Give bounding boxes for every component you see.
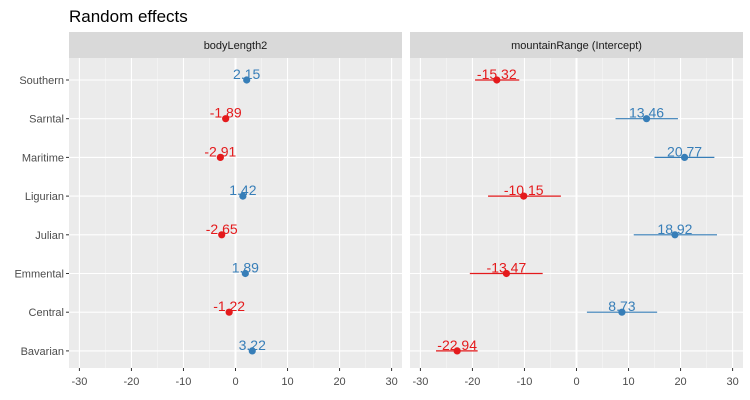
x-tick-label: -10	[176, 376, 192, 388]
estimate-point	[453, 347, 461, 355]
x-tick-label: -20	[123, 376, 139, 388]
y-tick-label: Maritime	[22, 152, 64, 164]
y-tick-label: Sarntal	[29, 114, 64, 126]
estimate-point	[241, 269, 249, 278]
estimate-point	[225, 308, 233, 316]
estimate-point	[243, 76, 251, 84]
chart-title: Random effects	[69, 7, 188, 26]
y-tick-label: Bavarian	[21, 346, 64, 358]
x-tick-label: 30	[385, 376, 397, 388]
x-tick-label: 20	[333, 376, 345, 388]
value-label: -2.65	[206, 221, 238, 237]
estimate-point	[216, 153, 224, 161]
facet-strip-label: bodyLength2	[204, 40, 268, 52]
estimate-point	[493, 76, 501, 84]
facet-strip	[69, 32, 402, 58]
x-tick-label: -30	[71, 376, 87, 388]
y-tick-label: Southern	[19, 75, 64, 87]
value-label: 20.77	[667, 143, 702, 159]
y-axis: Southern Sarntal Maritime Ligurian Julian Emm…	[14, 75, 69, 358]
value-label: -15.32	[477, 66, 517, 82]
value-label: -10.15	[504, 182, 544, 198]
x-tick-label: 20	[674, 376, 686, 388]
value-label: -1.89	[210, 105, 242, 121]
estimate-point	[642, 115, 651, 123]
estimate-point	[671, 231, 679, 239]
facet-panel: bodyLength2 -30 -20 -10 0 10 20 30 2.15 -1.89 -2.9…	[69, 32, 402, 388]
value-label: -1.22	[213, 298, 245, 314]
y-tick-label: Ligurian	[25, 191, 64, 203]
estimate-point	[222, 115, 230, 123]
value-label: 2.15	[233, 66, 260, 82]
value-label: -22.94	[437, 337, 477, 353]
estimate-point	[680, 153, 689, 161]
facet-panel: mountainRange (Intercept) -30 -20 -10 0 10 20 3…	[410, 32, 743, 388]
y-tick-label: Central	[29, 307, 64, 319]
facet-strip	[410, 32, 743, 58]
x-tick-label: 0	[573, 376, 579, 388]
x-tick-label: -30	[412, 376, 428, 388]
x-tick-label: 10	[281, 376, 293, 388]
value-label: 13.46	[629, 105, 664, 121]
value-label: -2.91	[204, 143, 236, 159]
estimate-point	[218, 231, 226, 239]
estimate-point	[520, 192, 528, 200]
y-tick-label: Julian	[35, 230, 64, 242]
x-tick-label: 30	[726, 376, 738, 388]
panels: bodyLength2 -30 -20 -10 0 10 20 30 2.15 -1.89 -2.9…	[69, 32, 743, 388]
y-tick-label: Emmental	[14, 269, 64, 281]
facet-strip-label: mountainRange (Intercept)	[511, 40, 642, 52]
value-label: 1.89	[232, 260, 259, 276]
value-label: 8.73	[608, 298, 635, 314]
x-tick-label: -10	[517, 376, 533, 388]
value-label: -13.47	[487, 260, 527, 276]
x-tick-label: 0	[232, 376, 238, 388]
estimate-point	[618, 308, 626, 316]
x-tick-label: -20	[464, 376, 480, 388]
value-label: 3.22	[239, 337, 266, 353]
value-label: 1.42	[229, 182, 256, 198]
value-label: 18.92	[657, 221, 692, 237]
x-tick-label: 10	[622, 376, 634, 388]
estimate-point	[502, 269, 511, 278]
estimate-point	[239, 192, 247, 200]
estimate-point	[248, 347, 256, 355]
